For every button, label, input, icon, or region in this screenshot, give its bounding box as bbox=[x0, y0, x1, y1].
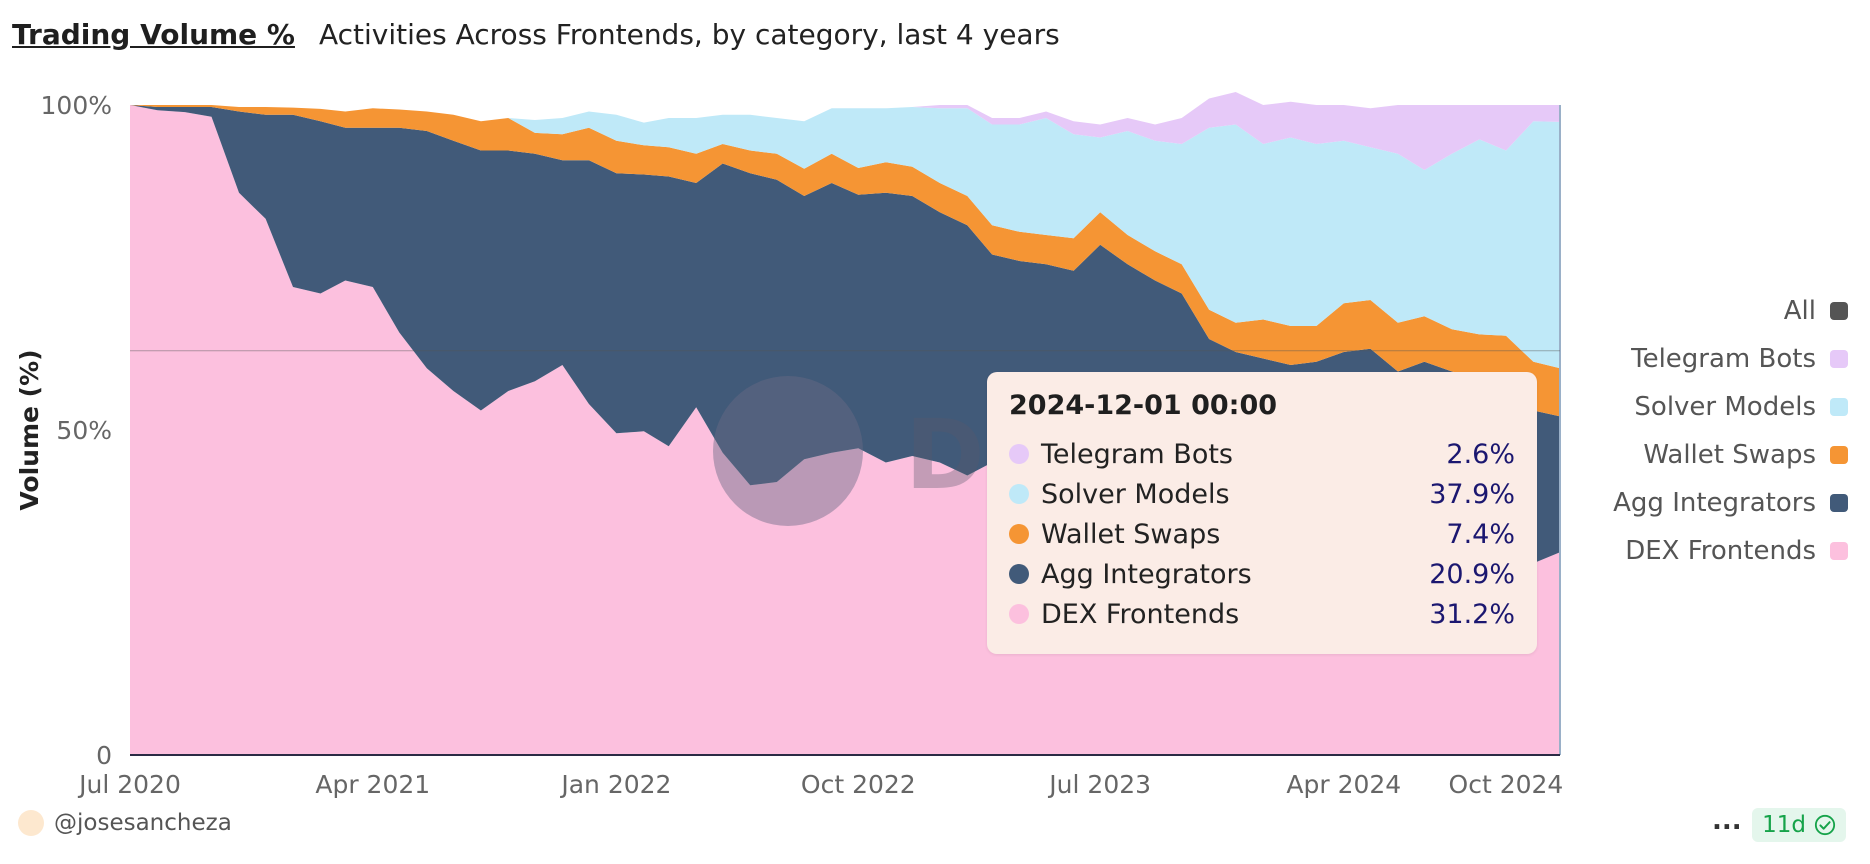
legend-item-dex-frontends[interactable]: DEX Frontends bbox=[1625, 536, 1848, 566]
y-axis-ticks: 0 50% 100% bbox=[41, 91, 112, 770]
y-axis-label: Volume (%) bbox=[15, 349, 44, 510]
legend-item-solver-models[interactable]: Solver Models bbox=[1634, 392, 1848, 422]
tooltip-dot bbox=[1009, 604, 1029, 624]
x-tick-label: Jul 2020 bbox=[77, 770, 181, 799]
chart-subtitle: Activities Across Frontends, by category… bbox=[318, 18, 1060, 51]
area-wallet-swaps[interactable] bbox=[130, 105, 1560, 417]
y-tick-label: 100% bbox=[41, 91, 112, 120]
tooltip-row: DEX Frontends 31.2% bbox=[1009, 594, 1515, 634]
x-tick-label: Jul 2023 bbox=[1047, 770, 1151, 799]
avatar bbox=[18, 810, 44, 836]
legend-item-all[interactable]: All bbox=[1784, 296, 1848, 326]
tooltip-label: Solver Models bbox=[1041, 478, 1230, 510]
tooltip-label: Telegram Bots bbox=[1041, 438, 1233, 470]
area-telegram-bots[interactable] bbox=[130, 92, 1560, 170]
check-badge-icon bbox=[1814, 814, 1836, 836]
legend-swatch bbox=[1830, 398, 1848, 416]
tooltip-dot bbox=[1009, 444, 1029, 464]
legend-item-wallet-swaps[interactable]: Wallet Swaps bbox=[1643, 440, 1848, 470]
x-tick-label: Oct 2022 bbox=[801, 770, 916, 799]
legend-item-agg-integrators[interactable]: Agg Integrators bbox=[1613, 488, 1848, 518]
legend-label: Wallet Swaps bbox=[1643, 440, 1816, 470]
x-tick-label: Jan 2022 bbox=[559, 770, 671, 799]
tooltip-value: 31.2% bbox=[1429, 598, 1515, 630]
tooltip-value: 7.4% bbox=[1446, 518, 1515, 550]
legend-swatch bbox=[1830, 542, 1848, 560]
y-tick-label: 50% bbox=[56, 416, 112, 445]
x-tick-label: Apr 2021 bbox=[315, 770, 430, 799]
legend-swatch bbox=[1830, 350, 1848, 368]
tooltip-row: Wallet Swaps 7.4% bbox=[1009, 514, 1515, 554]
freshness-badge[interactable]: 11d bbox=[1752, 808, 1846, 842]
author-handle: @josesancheza bbox=[54, 810, 232, 836]
tooltip-label: Wallet Swaps bbox=[1041, 518, 1221, 550]
legend-swatch bbox=[1830, 302, 1848, 320]
x-tick-label: Oct 2024 bbox=[1449, 770, 1564, 799]
tooltip-row: Solver Models 37.9% bbox=[1009, 474, 1515, 514]
tooltip-value: 37.9% bbox=[1429, 478, 1515, 510]
legend-label: DEX Frontends bbox=[1625, 536, 1816, 566]
y-tick-label: 0 bbox=[96, 741, 112, 770]
more-options-icon[interactable]: ... bbox=[1712, 806, 1742, 836]
tooltip-label: DEX Frontends bbox=[1041, 598, 1240, 630]
legend-label: Solver Models bbox=[1634, 392, 1816, 422]
tooltip-dot bbox=[1009, 524, 1029, 544]
tooltip-date: 2024-12-01 00:00 bbox=[1009, 390, 1278, 421]
watermark-circle bbox=[713, 376, 863, 526]
area-solver-models[interactable] bbox=[130, 105, 1560, 369]
chart-legend: All Telegram Bots Solver Models Wallet Swap… bbox=[1613, 296, 1848, 566]
legend-label: All bbox=[1783, 296, 1816, 326]
tooltip-row: Agg Integrators 20.9% bbox=[1009, 554, 1515, 594]
legend-item-telegram-bots[interactable]: Telegram Bots bbox=[1631, 344, 1848, 374]
chart-title[interactable]: Trading Volume % bbox=[12, 18, 295, 51]
tooltip-dot bbox=[1009, 564, 1029, 584]
tooltip-value: 2.6% bbox=[1446, 438, 1515, 470]
legend-swatch bbox=[1830, 494, 1848, 512]
x-axis-ticks: Jul 2020 Apr 2021 Jan 2022 Oct 2022 Jul 2023… bbox=[77, 770, 1563, 799]
x-tick-label: Apr 2024 bbox=[1286, 770, 1401, 799]
tooltip-value: 20.9% bbox=[1429, 558, 1515, 590]
freshness-label: 11d bbox=[1762, 812, 1806, 838]
legend-label: Telegram Bots bbox=[1631, 344, 1816, 374]
hover-tooltip: 2024-12-01 00:00 Telegram Bots 2.6% Solver… bbox=[987, 372, 1537, 654]
tooltip-dot bbox=[1009, 484, 1029, 504]
legend-label: Agg Integrators bbox=[1613, 488, 1816, 518]
tooltip-label: Agg Integrators bbox=[1041, 558, 1252, 590]
tooltip-row: Telegram Bots 2.6% bbox=[1009, 434, 1515, 474]
author[interactable]: @josesancheza bbox=[18, 810, 232, 836]
legend-swatch bbox=[1830, 446, 1848, 464]
